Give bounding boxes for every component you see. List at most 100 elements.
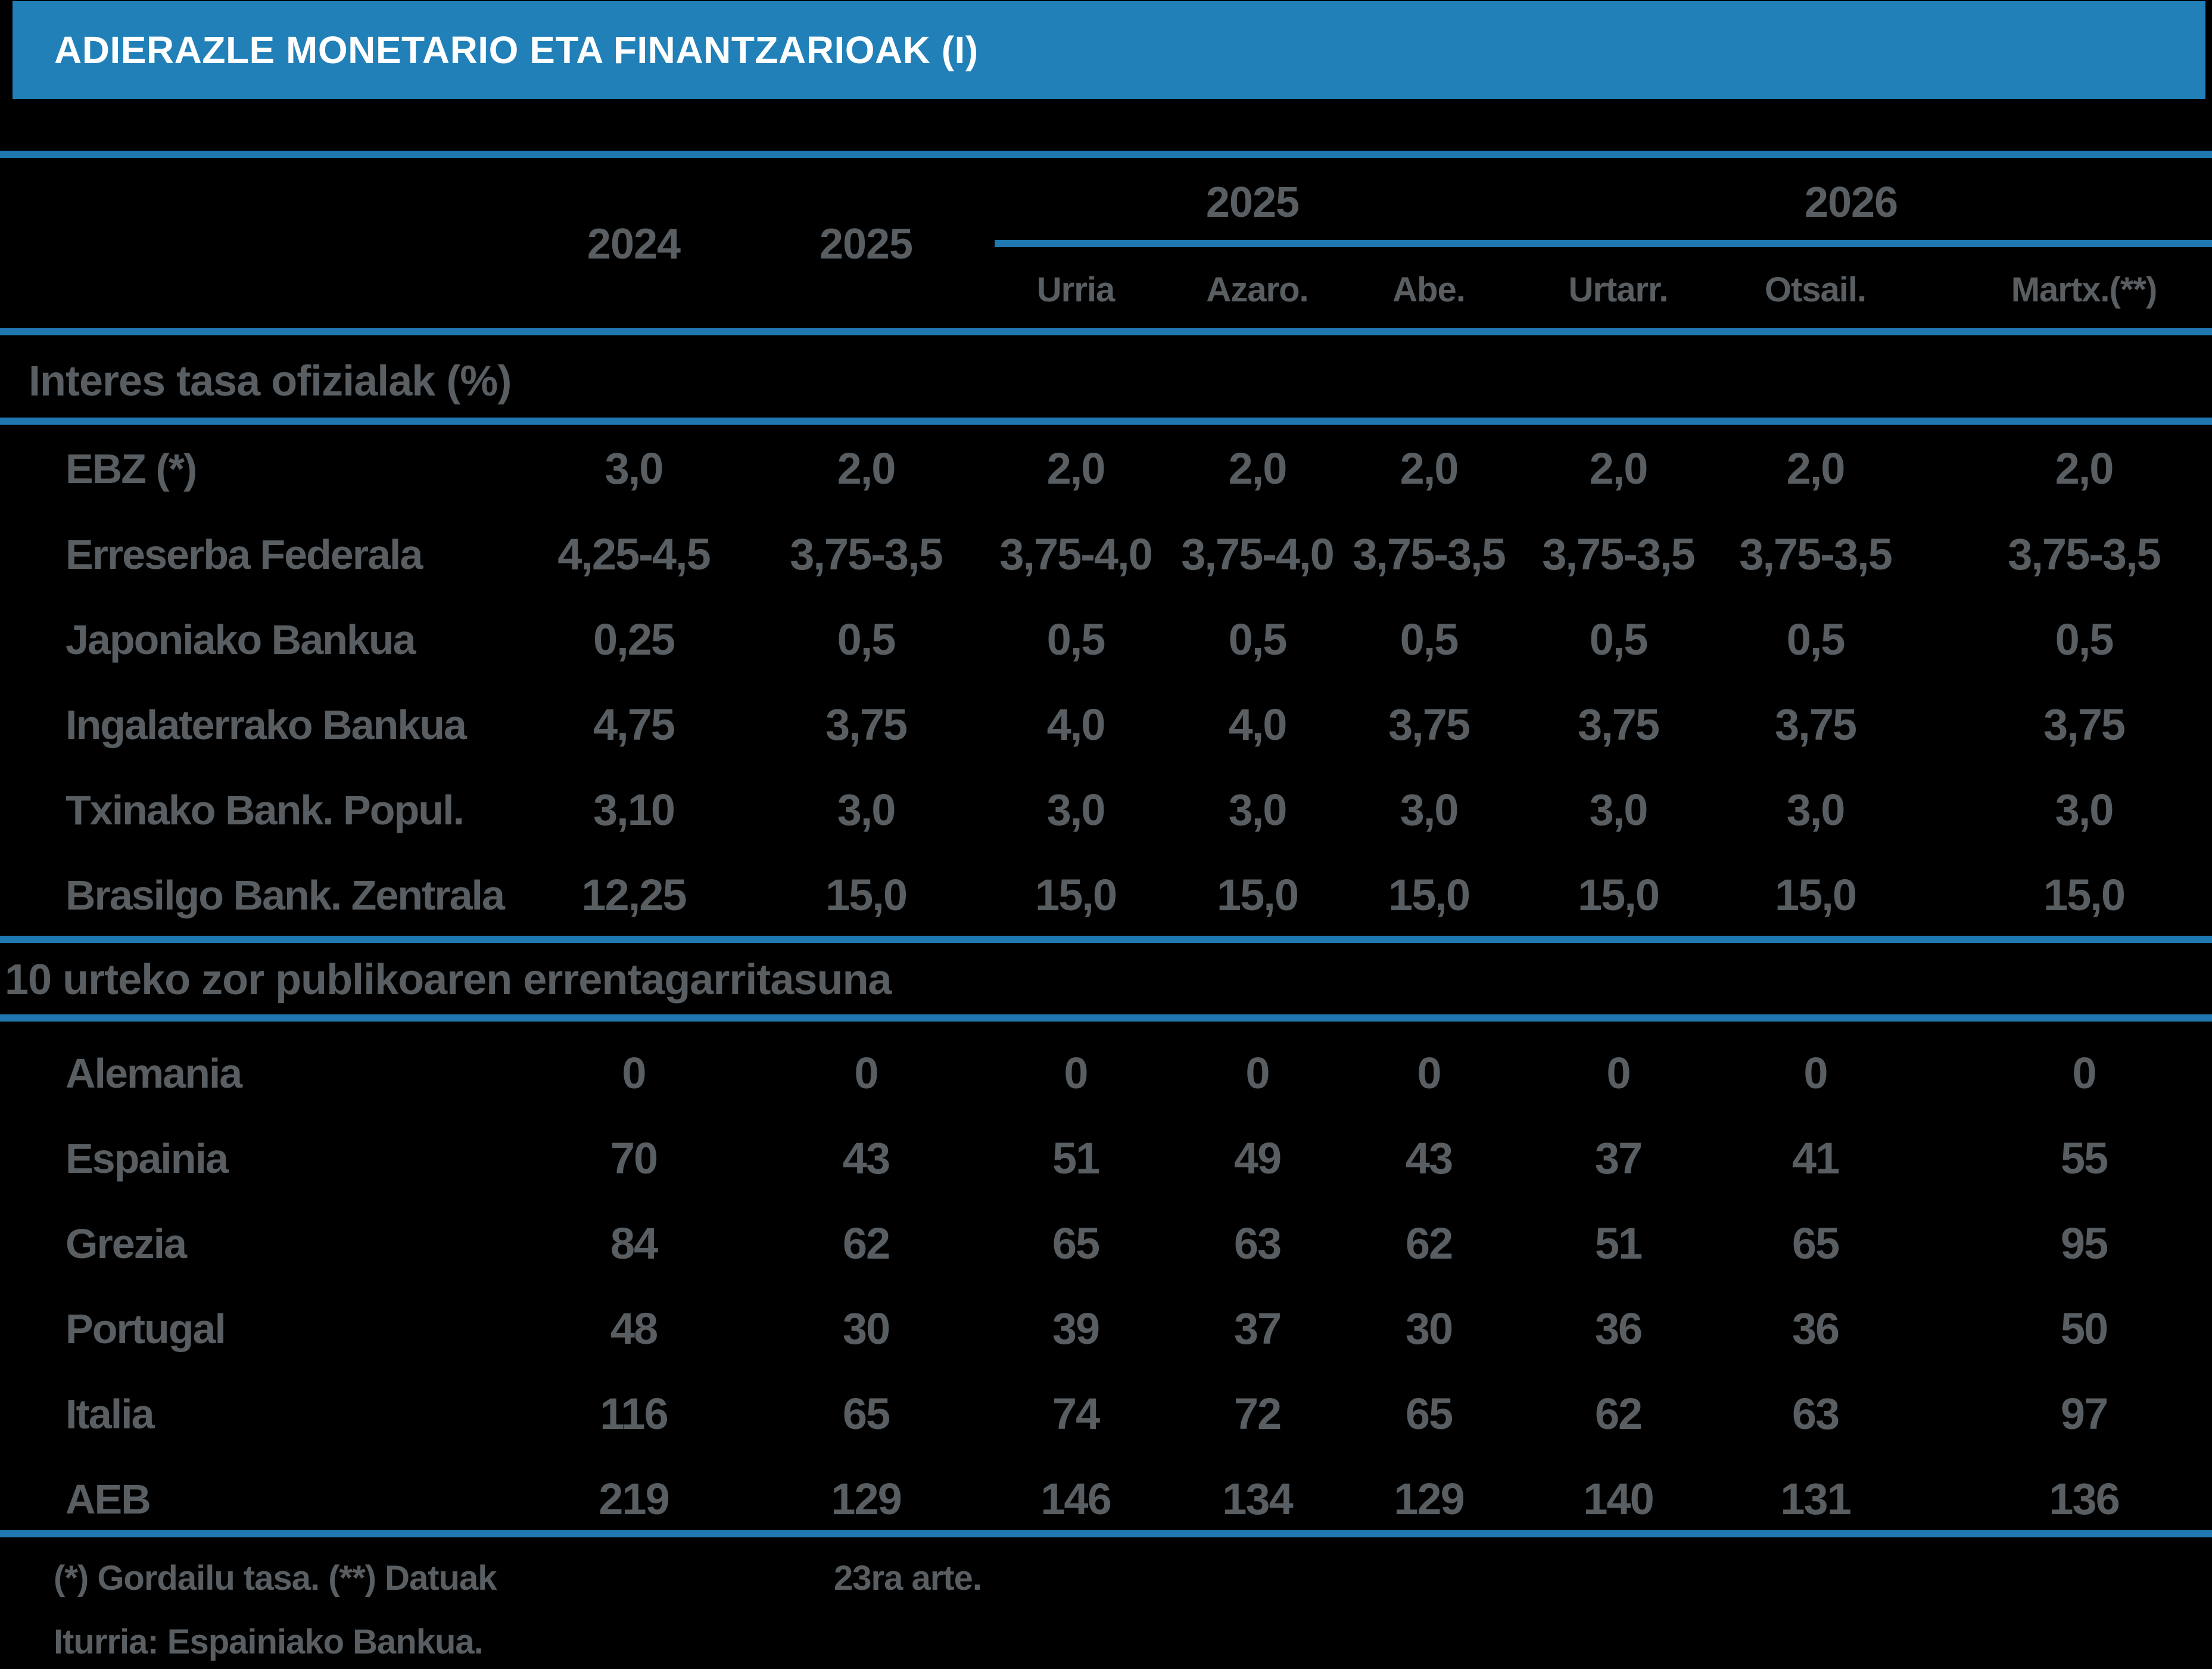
cell: 2,0 <box>1046 444 1106 493</box>
table-row: Erreserba Federala 4,25-4,5 3,75-3,5 3,7… <box>0 525 2212 584</box>
section-header-10y-debt-yield: 10 urteko zor publikoaren errentagarrita… <box>5 956 892 1004</box>
cell: 15,0 <box>2043 870 2126 920</box>
row-label: EBZ (*) <box>66 446 197 492</box>
table-row: Brasilgo Bank. Zentrala 12,25 15,0 15,0 … <box>0 865 2212 925</box>
cell: 0 <box>854 1048 878 1098</box>
cell: 30 <box>842 1304 890 1353</box>
divider-year-groups <box>995 240 2212 247</box>
cell: 51 <box>1594 1219 1643 1268</box>
cell: 0 <box>1064 1048 1088 1098</box>
row-label: Txinako Bank. Popul. <box>66 787 465 833</box>
footnote-source: Iturria: Espainiako Bankua. <box>54 1623 484 1661</box>
cell: 36 <box>1594 1304 1643 1353</box>
cell: 15,0 <box>1035 870 1117 920</box>
cell: 219 <box>599 1474 669 1524</box>
cell: 3,10 <box>593 785 675 834</box>
column-header-2024: 2024 <box>587 220 681 268</box>
column-header-martx: Martx.(**) <box>2011 270 2158 309</box>
cell: 134 <box>1222 1474 1293 1524</box>
cell: 51 <box>1052 1134 1100 1183</box>
row-label: AEB <box>66 1476 151 1522</box>
cell: 84 <box>610 1219 658 1268</box>
cell: 2,0 <box>1589 444 1649 493</box>
cell: 116 <box>600 1389 668 1438</box>
cell: 0,5 <box>1400 615 1459 664</box>
cell: 12,25 <box>581 870 687 920</box>
cell: 43 <box>842 1134 890 1183</box>
table-row: Alemania 0 0 0 0 0 0 0 0 <box>0 1044 2212 1103</box>
cell: 3,75-3,5 <box>1739 530 1893 579</box>
table-row: Japoniako Bankua 0,25 0,5 0,5 0,5 0,5 0,… <box>0 610 2212 670</box>
row-label: Brasilgo Bank. Zentrala <box>66 872 505 918</box>
cell: 62 <box>1405 1219 1453 1268</box>
cell: 3,75 <box>1577 700 1660 749</box>
cell: 37 <box>1233 1304 1282 1353</box>
cell: 72 <box>1233 1389 1282 1438</box>
cell: 131 <box>1780 1474 1851 1524</box>
cell: 15,0 <box>1577 870 1660 920</box>
cell: 3,75-3,5 <box>2008 530 2161 579</box>
divider-table-bottom <box>0 1530 2212 1537</box>
cell: 39 <box>1052 1304 1100 1353</box>
cell: 15,0 <box>1388 870 1470 920</box>
cell: 0,5 <box>1046 615 1106 664</box>
table-row: Txinako Bank. Popul. 3,10 3,0 3,0 3,0 3,… <box>0 780 2212 840</box>
table-row: Portugal 48 30 39 37 30 36 36 50 <box>0 1299 2212 1359</box>
cell: 62 <box>842 1219 890 1268</box>
cell: 3,75 <box>825 700 908 749</box>
title-bar: ADIERAZLE MONETARIO ETA FINANTZARIOAK (I… <box>13 1 2205 99</box>
cell: 97 <box>2060 1389 2108 1438</box>
column-header-urria: Urria <box>1036 270 1115 309</box>
row-label: Portugal <box>66 1306 226 1352</box>
cell: 65 <box>1792 1219 1840 1268</box>
cell: 3,0 <box>1400 785 1459 834</box>
cell: 0 <box>1606 1048 1631 1098</box>
table-row: Espainia 70 43 51 49 43 37 41 55 <box>0 1129 2212 1188</box>
cell: 65 <box>1052 1219 1100 1268</box>
cell: 3,75-3,5 <box>1542 530 1696 579</box>
row-label: Ingalaterrako Bankua <box>66 702 467 748</box>
cell: 3,0 <box>1589 785 1649 834</box>
column-header-azaro: Azaro. <box>1206 270 1308 309</box>
footnote-notes: (*) Gordailu tasa. (**) Datuak <box>54 1559 497 1598</box>
cell: 3,75-4,0 <box>999 530 1153 579</box>
divider-section2-top <box>0 1014 2212 1022</box>
cell: 3,75 <box>1388 700 1470 749</box>
cell: 129 <box>1394 1474 1465 1524</box>
column-header-2025: 2025 <box>819 220 913 268</box>
cell: 136 <box>2049 1474 2120 1524</box>
year-group-2026: 2026 <box>1804 179 1898 226</box>
cell: 0,5 <box>1786 615 1846 664</box>
page-title: ADIERAZLE MONETARIO ETA FINANTZARIOAK (I… <box>54 29 979 71</box>
cell: 50 <box>2060 1304 2108 1353</box>
cell: 15,0 <box>1216 870 1299 920</box>
cell: 3,0 <box>1046 785 1106 834</box>
divider-section1-top <box>0 418 2212 425</box>
cell: 4,75 <box>593 700 675 749</box>
cell: 0 <box>622 1048 646 1098</box>
cell: 30 <box>1405 1304 1453 1353</box>
cell: 4,0 <box>1046 700 1106 749</box>
cell: 63 <box>1233 1219 1282 1268</box>
cell: 70 <box>610 1134 658 1183</box>
divider-top <box>0 151 2212 158</box>
cell: 15,0 <box>1774 870 1857 920</box>
table-row: Ingalaterrako Bankua 4,75 3,75 4,0 4,0 3… <box>0 695 2212 755</box>
cell: 0,5 <box>2055 615 2114 664</box>
cell: 95 <box>2060 1219 2108 1268</box>
cell: 3,75 <box>1774 700 1857 749</box>
cell: 63 <box>1792 1389 1840 1438</box>
cell: 3,0 <box>2055 785 2114 834</box>
divider-header-bottom <box>0 328 2212 335</box>
cell: 0,25 <box>593 615 675 664</box>
cell: 0,5 <box>1589 615 1649 664</box>
row-label: Italia <box>66 1391 155 1437</box>
cell: 146 <box>1040 1474 1111 1524</box>
cell: 43 <box>1405 1134 1453 1183</box>
cell: 49 <box>1233 1134 1282 1183</box>
cell: 3,0 <box>837 785 896 834</box>
cell: 3,0 <box>1228 785 1288 834</box>
cell: 2,0 <box>1786 444 1846 493</box>
table-row: AEB 219 129 146 134 129 140 131 136 <box>0 1469 2212 1529</box>
footnote-date: 23ra arte. <box>834 1559 982 1598</box>
